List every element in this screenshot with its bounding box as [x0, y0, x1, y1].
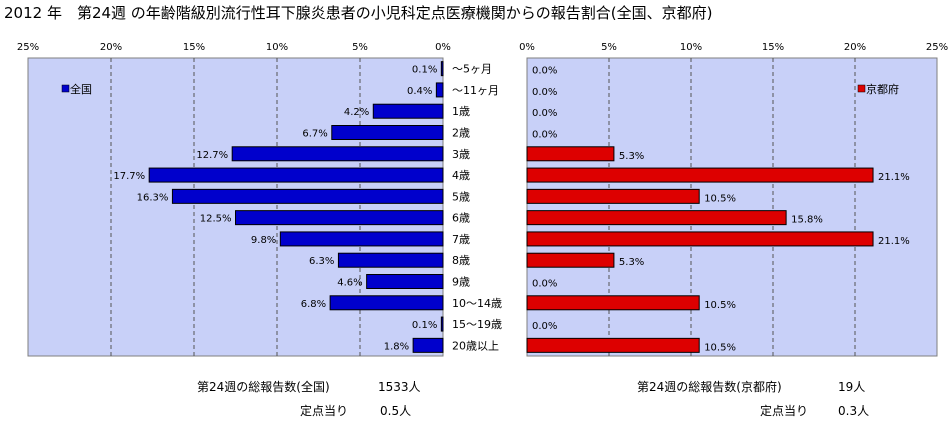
national-value-label: 0.1%	[412, 65, 437, 76]
national-value-label: 1.8%	[384, 341, 409, 352]
right-tick-label: 25%	[926, 42, 948, 53]
national-value-label: 17.7%	[113, 171, 145, 182]
national-bar	[372, 103, 444, 119]
national-bars: 0.1% 0.4% 4.2% 6.7% 12.7% 17.7% 16.3% 12.5% 9.8%…	[113, 61, 444, 353]
category-label: 7歳	[452, 233, 470, 246]
national-total-label: 第24週の総報告数(全国)	[197, 380, 330, 394]
national-value-label: 12.5%	[200, 214, 232, 225]
kyoto-bar	[526, 231, 874, 247]
national-bar	[235, 210, 444, 226]
kyoto-per-value: 0.3人	[838, 404, 870, 418]
kyoto-bar	[526, 252, 615, 268]
national-bar	[435, 82, 444, 98]
kyoto-value-label: 0.0%	[532, 321, 557, 332]
national-bar	[148, 167, 444, 183]
national-bar	[440, 316, 444, 332]
national-value-label: 9.8%	[251, 235, 276, 246]
kyoto-value-label: 5.3%	[619, 151, 644, 162]
national-total-value: 1533人	[378, 380, 421, 394]
kyoto-total-value: 19人	[838, 380, 866, 394]
legend-national: 全国	[61, 82, 92, 96]
left-tick-label: 10%	[266, 42, 288, 53]
category-label: 2歳	[452, 127, 470, 140]
legend-kyoto-label: 京都府	[866, 82, 899, 96]
kyoto-value-label: 10.5%	[704, 193, 736, 204]
kyoto-total-label: 第24週の総報告数(京都府)	[637, 380, 782, 394]
left-tick-label: 20%	[100, 42, 122, 53]
category-label: 10～14歳	[452, 297, 502, 310]
legend-kyoto-swatch	[857, 84, 866, 93]
category-label: 6歳	[452, 212, 470, 225]
left-tick-label: 15%	[183, 42, 205, 53]
national-value-label: 16.3%	[137, 192, 169, 203]
kyoto-value-label: 10.5%	[704, 300, 736, 311]
chart-title: 2012 年 第24週 の年齢階級別流行性耳下腺炎患者の小児科定点医療機関からの…	[4, 4, 713, 22]
national-bar	[171, 188, 444, 204]
kyoto-per-label: 定点当り	[760, 404, 809, 418]
kyoto-value-label: 10.5%	[704, 342, 736, 353]
category-label: ～5ヶ月	[452, 63, 492, 76]
national-bar	[279, 231, 444, 247]
kyoto-bar	[526, 167, 874, 183]
national-bar	[440, 61, 444, 77]
right-tick-label: 10%	[680, 42, 702, 53]
national-value-label: 0.1%	[412, 320, 437, 331]
kyoto-value-label: 21.1%	[878, 236, 910, 247]
left-tick-label: 5%	[352, 42, 368, 53]
national-value-label: 4.2%	[344, 107, 369, 118]
category-label: ～11ヶ月	[452, 84, 499, 97]
kyoto-bar	[526, 295, 700, 311]
kyoto-bar	[526, 210, 787, 226]
category-label: 3歳	[452, 148, 470, 161]
kyoto-value-label: 0.0%	[532, 130, 557, 141]
kyoto-value-label: 0.0%	[532, 279, 557, 290]
legend-kyoto: 京都府	[857, 82, 899, 96]
national-bar	[366, 274, 444, 289]
category-label: 4歳	[452, 169, 470, 182]
category-label: 9歳	[452, 276, 470, 289]
kyoto-value-label: 15.8%	[791, 215, 823, 226]
category-label: 8歳	[452, 254, 470, 267]
kyoto-value-label: 0.0%	[532, 87, 557, 98]
national-bar	[231, 146, 444, 162]
national-value-label: 6.3%	[309, 256, 334, 267]
national-value-label: 4.6%	[337, 278, 362, 289]
right-axis-ticks: 0% 5% 10% 15% 20% 25%	[519, 42, 948, 53]
right-tick-label: 20%	[844, 42, 866, 53]
right-plot-area	[526, 57, 938, 357]
kyoto-bar	[526, 146, 615, 162]
category-label: 15～19歳	[452, 318, 502, 331]
national-per-value: 0.5人	[380, 404, 412, 418]
kyoto-value-label: 21.1%	[878, 172, 910, 183]
left-axis-ticks: 25% 20% 15% 10% 5% 0%	[17, 42, 451, 53]
national-bar	[412, 337, 444, 353]
category-label: 20歳以上	[452, 339, 499, 352]
right-tick-label: 5%	[601, 42, 617, 53]
kyoto-value-label: 5.3%	[619, 257, 644, 268]
national-value-label: 6.8%	[301, 299, 326, 310]
national-bar	[331, 125, 444, 140]
left-tick-label: 0%	[435, 42, 451, 53]
national-bar	[337, 252, 444, 268]
national-value-label: 12.7%	[196, 150, 228, 161]
kyoto-value-label: 0.0%	[532, 108, 557, 119]
kyoto-bars: 0.0% 0.0% 0.0% 0.0% 5.3% 21.1% 10.5% 15.8% 21.1%…	[526, 66, 910, 353]
category-labels: ～5ヶ月 ～11ヶ月 1歳 2歳 3歳 4歳 5歳 6歳 7歳 8歳 9歳 10～14歳 15～19歳 2…	[452, 63, 502, 353]
kyoto-value-label: 0.0%	[532, 66, 557, 77]
right-tick-label: 15%	[762, 42, 784, 53]
national-per-label: 定点当り	[300, 404, 349, 418]
national-bar	[329, 295, 444, 311]
legend-national-swatch	[61, 84, 70, 93]
right-tick-label: 0%	[519, 42, 535, 53]
left-plot-area	[27, 57, 444, 357]
category-label: 5歳	[452, 190, 470, 203]
category-label: 1歳	[452, 105, 470, 118]
legend-national-label: 全国	[70, 82, 92, 96]
national-value-label: 0.4%	[407, 86, 432, 97]
kyoto-bar	[526, 337, 700, 353]
national-value-label: 6.7%	[302, 129, 327, 140]
left-tick-label: 25%	[17, 42, 39, 53]
kyoto-bar	[526, 188, 700, 204]
